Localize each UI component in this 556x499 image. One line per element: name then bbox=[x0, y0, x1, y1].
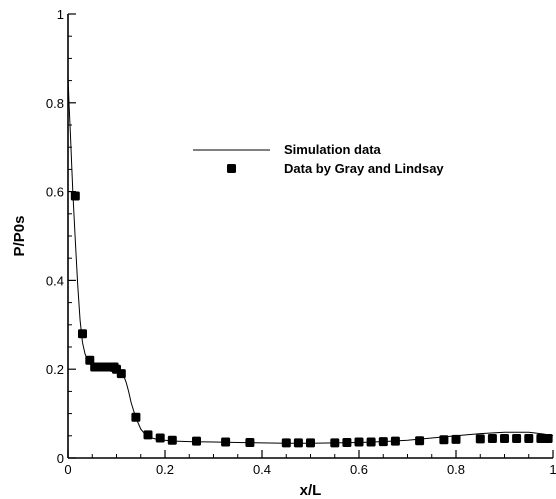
data-point-marker bbox=[281, 438, 291, 448]
data-point-marker bbox=[192, 436, 201, 446]
data-point-marker bbox=[536, 434, 546, 443]
data-point-marker bbox=[167, 435, 177, 445]
data-point-marker bbox=[221, 437, 231, 447]
y-tick-label: 0.2 bbox=[46, 362, 64, 377]
data-point-marker bbox=[342, 438, 352, 447]
y-tick-label: 0 bbox=[57, 451, 64, 466]
data-point-marker bbox=[487, 434, 497, 443]
data-point-marker bbox=[524, 434, 534, 443]
x-tick-label: 0.6 bbox=[350, 462, 368, 477]
data-point-marker bbox=[500, 434, 509, 443]
legend-label-simulation: Simulation data bbox=[284, 142, 382, 157]
data-point-marker bbox=[70, 191, 80, 201]
data-point-marker bbox=[475, 434, 485, 444]
x-axis-label: x/L bbox=[300, 482, 322, 499]
y-tick-label: 0.8 bbox=[46, 96, 64, 111]
data-point-marker bbox=[439, 435, 449, 445]
data-point-marker bbox=[512, 434, 522, 443]
data-point-marker bbox=[378, 437, 388, 447]
x-tick-label: 0.8 bbox=[447, 462, 465, 477]
data-point-marker bbox=[543, 434, 553, 443]
series-simulation-line bbox=[67, 76, 554, 444]
data-point-marker bbox=[293, 438, 303, 448]
data-point-marker bbox=[415, 436, 425, 446]
data-point-marker bbox=[354, 437, 364, 447]
simulation-line-path bbox=[67, 76, 554, 444]
x-tick-label: 0.4 bbox=[253, 462, 271, 477]
y-tick-label: 1 bbox=[57, 7, 64, 22]
data-point-marker bbox=[366, 437, 376, 447]
data-point-marker bbox=[390, 436, 400, 446]
series-gray-lindsay-markers bbox=[70, 191, 553, 448]
legend: Simulation data Data by Gray and Lindsay bbox=[193, 142, 444, 176]
legend-label-gray-lindsay: Data by Gray and Lindsay bbox=[284, 161, 444, 176]
x-tick-label: 0.2 bbox=[156, 462, 174, 477]
y-tick-label: 0.6 bbox=[46, 185, 64, 200]
y-axis-label: P/P0s bbox=[11, 216, 28, 257]
legend-marker-swatch bbox=[227, 164, 236, 173]
ticks: 0 0.2 0.4 0.6 0.8 1 0 0.2 0.4 0.6 0.8 1 bbox=[46, 7, 556, 477]
data-point-marker bbox=[451, 434, 461, 444]
data-point-marker bbox=[155, 433, 165, 443]
axis-labels: x/L P/P0s bbox=[11, 216, 321, 499]
data-point-marker bbox=[131, 412, 141, 422]
data-point-marker bbox=[306, 438, 315, 448]
data-point-marker bbox=[78, 329, 87, 339]
data-point-marker bbox=[330, 438, 340, 448]
data-point-marker bbox=[116, 369, 126, 379]
axes bbox=[67, 14, 553, 459]
data-point-marker bbox=[143, 430, 153, 440]
x-tick-label: 1 bbox=[549, 462, 556, 477]
x-tick-label: 0 bbox=[64, 462, 71, 477]
data-point-marker bbox=[245, 438, 255, 447]
y-tick-label: 0.4 bbox=[46, 273, 64, 288]
